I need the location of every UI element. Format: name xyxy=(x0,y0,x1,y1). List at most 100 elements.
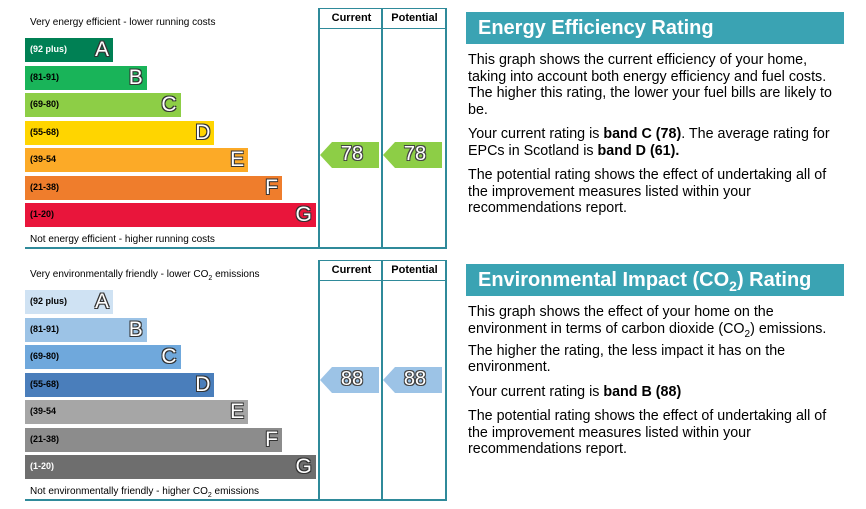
column-header: Current xyxy=(331,264,372,276)
band-bar: (92 plus) A xyxy=(25,38,113,62)
column-line xyxy=(445,260,447,500)
rating-arrow xyxy=(383,142,442,168)
column-line xyxy=(381,8,383,248)
text-run: Not environmentally friendly - higher CO xyxy=(30,486,208,497)
rating-value: 88 xyxy=(403,367,427,390)
text-run: Your current rating is xyxy=(468,383,604,400)
band-range: (1-20) xyxy=(30,209,55,219)
rating-arrow xyxy=(320,366,379,393)
column-header: Potential xyxy=(391,264,438,276)
rating-arrow xyxy=(383,366,442,393)
panel-text: This graph shows the effect of your home… xyxy=(468,304,848,466)
band-range: (21-38) xyxy=(30,433,60,444)
band-range: (39-54 xyxy=(30,154,57,164)
band-letter: E xyxy=(230,400,245,423)
rating-value: 88 xyxy=(340,367,364,390)
paragraph: The potential rating shows the effect of… xyxy=(468,408,848,458)
column-header: Potential xyxy=(391,12,438,24)
text-run: emissions xyxy=(212,269,260,280)
band-letter: C xyxy=(161,345,177,368)
band-range: (1-20) xyxy=(30,461,55,471)
band-range: (39-54 xyxy=(30,406,57,416)
text-run: Environmental Impact (CO xyxy=(478,269,730,291)
band-bar: (1-20) G xyxy=(25,203,316,227)
top-note: Very environmentally friendly - lower CO… xyxy=(30,269,260,282)
band-range: (21-38) xyxy=(30,181,60,192)
panel-title: Environmental Impact (CO2) Rating xyxy=(466,264,844,296)
band-letter: A xyxy=(94,290,109,313)
band-bar: (81-91) B xyxy=(25,65,147,90)
paragraph: Your current rating is band C (78). The … xyxy=(468,126,848,159)
band-bar: (39-54 E xyxy=(25,400,249,424)
paragraph: This graph shows the effect of your home… xyxy=(468,304,848,376)
text-run: This graph shows the effect of your home… xyxy=(468,304,774,337)
text-run: . The average rating for EPCs in Scotlan… xyxy=(468,126,830,159)
band-letter: C xyxy=(161,93,177,116)
text-run: This graph shows the current efficiency … xyxy=(468,52,832,118)
band-letter: B xyxy=(128,65,143,89)
band-letter: B xyxy=(128,317,143,341)
top-note: Very energy efficient - lower running co… xyxy=(30,17,216,28)
band-range: (55-68) xyxy=(30,126,60,137)
band-bar: (81-91) B xyxy=(25,317,147,342)
bottom-note: Not energy efficient - higher running co… xyxy=(30,234,215,245)
band-bar: (55-68) D xyxy=(25,120,215,145)
bottom-note: Not environmentally friendly - higher CO… xyxy=(30,486,259,499)
band-letter: G xyxy=(295,203,312,226)
column-line xyxy=(318,260,320,500)
band-range: (81-91) xyxy=(30,323,60,334)
arrow-shape xyxy=(320,366,379,393)
text-run: band D (61). xyxy=(597,142,680,159)
text-run: emissions xyxy=(211,486,260,497)
band-range: (92 plus) xyxy=(30,296,68,306)
bottom-line xyxy=(25,247,447,249)
text-run: ) Rating xyxy=(736,269,812,291)
text-run: Your current rating is xyxy=(468,126,604,142)
paragraph: The potential rating shows the effect of… xyxy=(468,167,848,217)
band-letter: G xyxy=(295,455,312,478)
text-run: 2 xyxy=(207,492,212,499)
rating-value: 78 xyxy=(403,143,427,165)
arrow-shape xyxy=(383,142,442,168)
band-bar: (21-38) F xyxy=(25,427,282,452)
band-letter: D xyxy=(195,120,211,144)
text-run: The potential rating shows the effect of… xyxy=(468,408,827,458)
text-run: band C (78) xyxy=(603,126,682,142)
band-bar: (1-20) G xyxy=(25,455,316,479)
band-letter: D xyxy=(195,372,211,396)
arrow-shape xyxy=(383,366,442,393)
column-line xyxy=(318,8,320,248)
band-range: (92 plus) xyxy=(30,44,68,54)
panel-title: Energy Efficiency Rating xyxy=(466,12,844,44)
header-line xyxy=(318,28,447,29)
band-bar: (92 plus) A xyxy=(25,290,113,314)
panel-text: This graph shows the current efficiency … xyxy=(468,52,848,225)
arrow-shape xyxy=(320,142,379,168)
header-line xyxy=(318,260,447,261)
text-run: band B (88) xyxy=(603,383,682,400)
band-bar: (69-80) C xyxy=(25,345,181,369)
paragraph: Your current rating is band B (88) xyxy=(468,384,848,401)
header-line xyxy=(318,8,447,9)
band-bar: (55-68) D xyxy=(25,372,215,397)
column-line xyxy=(381,260,383,500)
band-letter: A xyxy=(94,38,109,61)
column-header: Current xyxy=(331,12,372,24)
text-run: Very environmentally friendly - lower CO xyxy=(30,269,209,280)
header-line xyxy=(318,280,447,281)
band-bar: (21-38) F xyxy=(25,175,282,200)
band-range: (55-68) xyxy=(30,378,60,389)
text-run: The potential rating shows the effect of… xyxy=(468,167,827,216)
rating-value: 78 xyxy=(340,143,364,165)
column-line xyxy=(445,8,447,248)
bottom-line xyxy=(25,499,447,501)
band-letter: F xyxy=(265,175,278,199)
text-run: 2 xyxy=(208,275,213,282)
band-bar: (39-54 E xyxy=(25,148,249,172)
band-letter: E xyxy=(230,148,245,171)
text-run: 2 xyxy=(744,328,751,340)
text-run: 2 xyxy=(729,278,737,294)
band-letter: F xyxy=(265,427,278,451)
band-bar: (69-80) C xyxy=(25,93,181,117)
